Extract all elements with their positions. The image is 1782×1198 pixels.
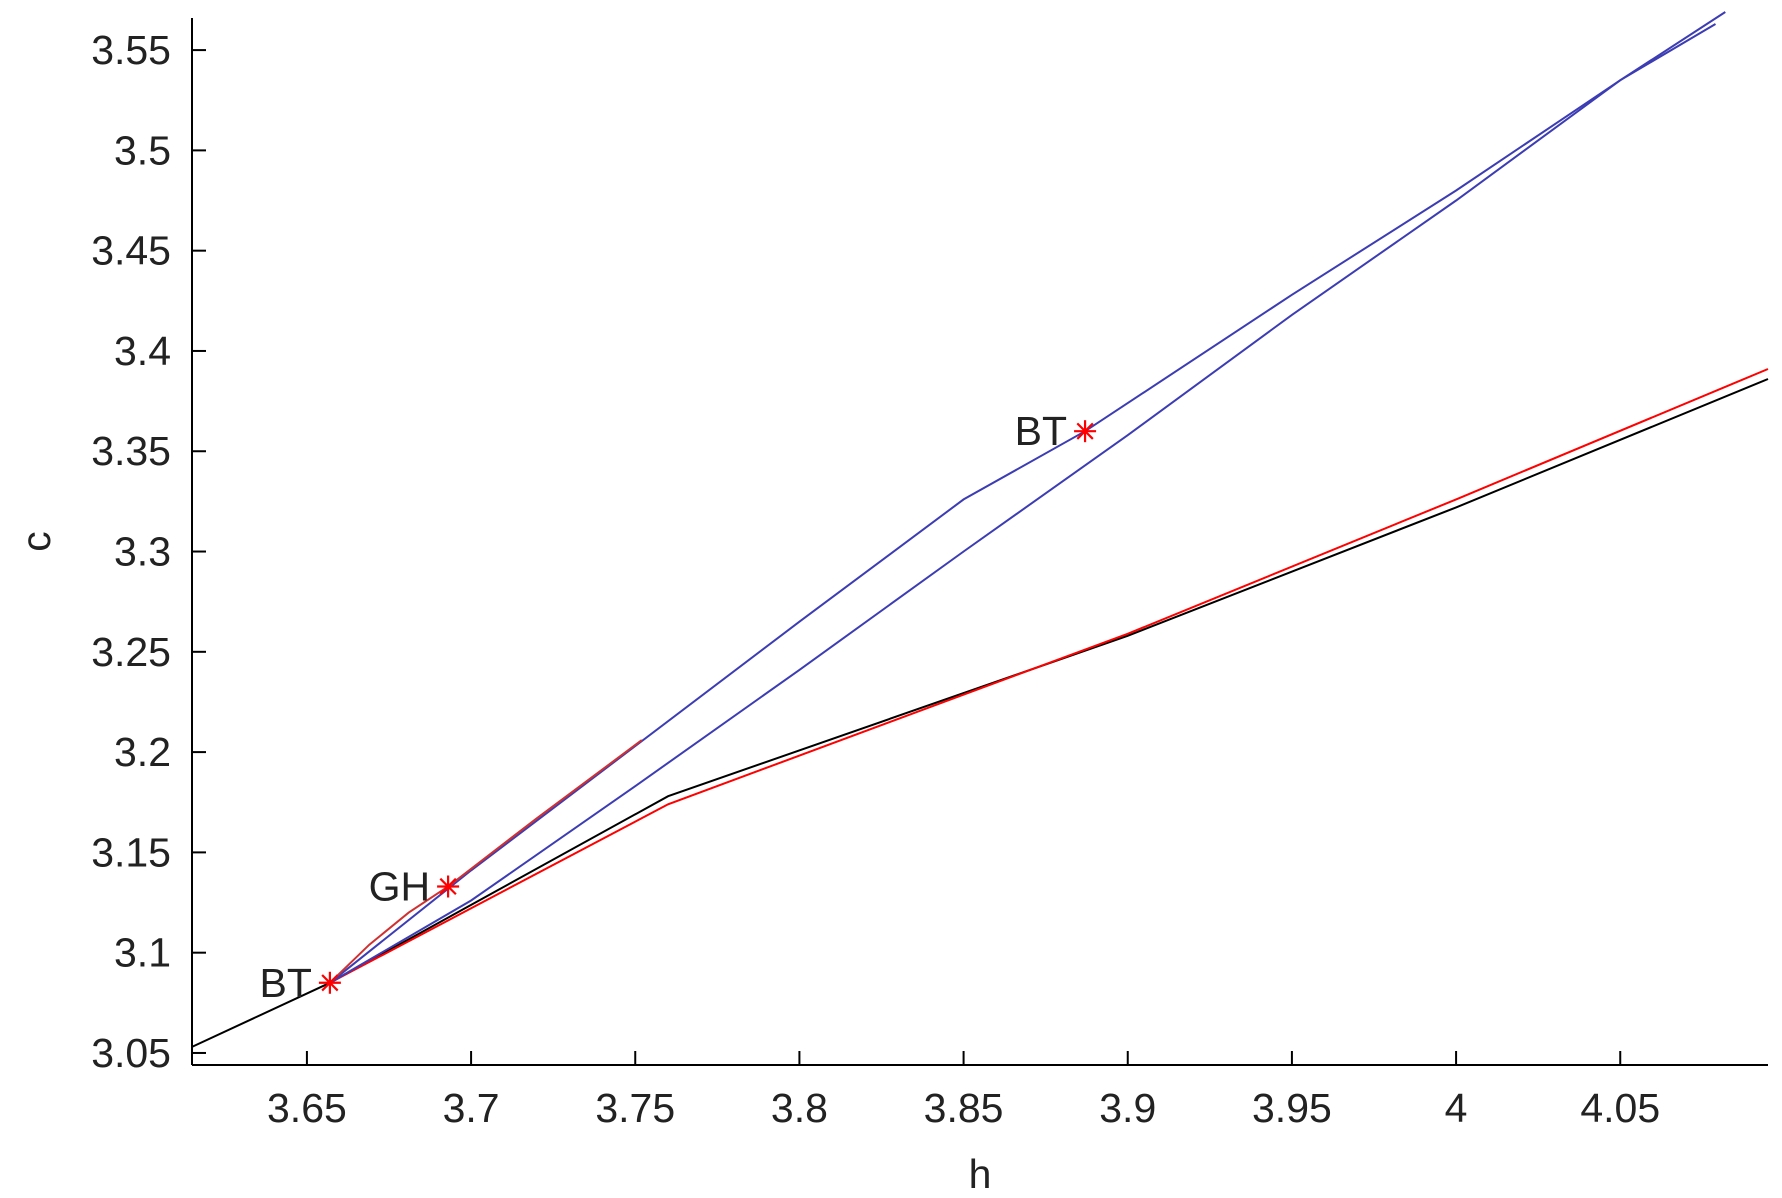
x-tick-label: 3.85: [924, 1085, 1004, 1131]
x-tick-label: 3.75: [595, 1085, 675, 1131]
series: [191, 11, 1769, 1048]
y-tick-label: 3.15: [91, 829, 171, 875]
x-tick-label: 3.8: [771, 1085, 828, 1131]
y-axis-label: c: [13, 531, 59, 552]
marker-gh-1: [437, 875, 460, 898]
marker-label: BT: [259, 960, 311, 1006]
marker-bt-2: [1074, 420, 1097, 443]
series-line-0: [191, 378, 1769, 1048]
x-tick-label: 3.95: [1252, 1085, 1332, 1131]
y-tick-label: 3.5: [114, 127, 171, 173]
x-tick-label: 3.65: [267, 1085, 347, 1131]
marker-label: BT: [1015, 408, 1067, 454]
x-tick-label: 4: [1445, 1085, 1468, 1131]
marker-bt-0: [318, 971, 341, 994]
y-tick-label: 3.4: [114, 328, 171, 374]
marker-label: GH: [369, 863, 431, 909]
axes: [191, 18, 1768, 1066]
series-line-3: [329, 11, 1726, 984]
y-tick-label: 3.25: [91, 629, 171, 675]
markers: BT GH BT: [259, 408, 1097, 1006]
x-tick-label: 3.9: [1099, 1085, 1156, 1131]
x-tick-label: 4.05: [1580, 1085, 1660, 1131]
series-line-1: [329, 368, 1769, 984]
y-tick-label: 3.55: [91, 27, 171, 73]
y-tick-label: 3.3: [114, 529, 171, 575]
y-tick-label: 3.1: [114, 930, 171, 976]
y-tick-label: 3.05: [91, 1030, 171, 1076]
y-tick-label: 3.35: [91, 428, 171, 474]
x-axis-label: h: [969, 1151, 992, 1197]
y-tick-label: 3.45: [91, 228, 171, 274]
series-line-2: [329, 23, 1717, 984]
x-ticks: 3.65 3.7 3.75 3.8 3.85 3.9 3.95 4 4.05: [267, 1051, 1660, 1131]
y-ticks: 3.05 3.1 3.15 3.2 3.25 3.3 3.35 3.4 3.45 3.5 3.55: [91, 27, 206, 1076]
x-tick-label: 3.7: [443, 1085, 500, 1131]
y-tick-label: 3.2: [114, 729, 171, 775]
series-line-4: [329, 739, 643, 984]
